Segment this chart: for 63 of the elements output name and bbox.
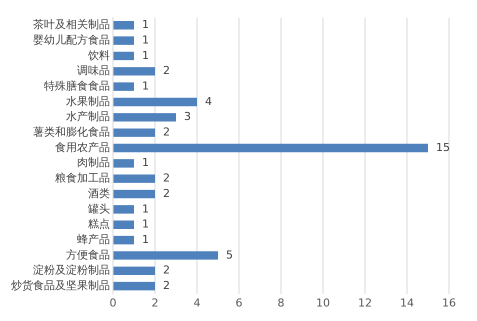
bar xyxy=(114,220,134,229)
y-tick-label: 酒类 xyxy=(88,186,110,200)
data-label: 3 xyxy=(184,110,191,124)
data-label: 1 xyxy=(142,156,149,170)
y-tick-label: 特殊膳食食品 xyxy=(44,80,110,93)
bar xyxy=(114,36,134,45)
x-tick-label: 4 xyxy=(194,296,200,310)
data-label: 4 xyxy=(205,94,212,108)
y-tick-label: 肉制品 xyxy=(77,156,110,170)
bar xyxy=(114,98,197,106)
bar xyxy=(114,190,155,198)
data-label: 15 xyxy=(436,140,450,154)
data-label: 1 xyxy=(142,48,149,62)
x-tick-label: 0 xyxy=(110,296,116,310)
y-tick-label: 方便食品 xyxy=(66,248,110,262)
data-label: 2 xyxy=(163,278,170,292)
data-label: 1 xyxy=(142,80,149,93)
data-label: 1 xyxy=(142,18,149,32)
data-label: 1 xyxy=(142,202,149,216)
data-label: 2 xyxy=(163,186,170,200)
x-tick-label: 12 xyxy=(358,296,372,310)
bar xyxy=(114,236,134,244)
bar xyxy=(114,144,428,152)
data-label: 1 xyxy=(142,33,149,46)
x-tick-label: 14 xyxy=(400,296,414,310)
data-label: 2 xyxy=(163,264,170,277)
bar xyxy=(114,82,134,91)
x-tick-label: 8 xyxy=(278,296,284,310)
data-label: 2 xyxy=(163,126,170,139)
y-tick-label: 薯类和膨化食品 xyxy=(33,126,110,139)
data-label: 2 xyxy=(163,172,170,185)
y-tick-label: 蜂产品 xyxy=(77,232,110,246)
y-tick-label: 粮食加工品 xyxy=(55,172,110,185)
x-tick-label: 16 xyxy=(442,296,456,310)
bar xyxy=(114,113,176,122)
bar xyxy=(114,52,134,60)
y-tick-label: 淀粉及淀粉制品 xyxy=(33,264,110,277)
data-label: 5 xyxy=(226,248,233,262)
y-tick-label: 水果制品 xyxy=(66,94,110,108)
bar xyxy=(114,251,218,260)
bar xyxy=(114,21,134,30)
data-label: 2 xyxy=(163,64,170,78)
data-label: 1 xyxy=(142,232,149,246)
data-label: 1 xyxy=(142,218,149,231)
y-tick-label: 调味品 xyxy=(77,64,110,78)
bar xyxy=(114,266,155,276)
bar xyxy=(114,174,155,183)
bar xyxy=(114,205,134,214)
bar xyxy=(114,128,155,137)
bar xyxy=(114,67,155,76)
y-tick-label: 罐头 xyxy=(88,202,110,216)
y-tick-label: 饮料 xyxy=(87,48,110,62)
bar xyxy=(114,159,134,168)
y-tick-label: 糕点 xyxy=(88,218,110,231)
y-tick-label: 食用农产品 xyxy=(55,140,110,154)
y-tick-label: 茶叶及相关制品 xyxy=(33,18,110,32)
y-tick-label: 炒货食品及坚果制品 xyxy=(11,278,110,292)
x-tick-label: 10 xyxy=(316,296,330,310)
x-tick-label: 6 xyxy=(236,296,242,310)
bar xyxy=(114,282,155,290)
y-tick-label: 水产制品 xyxy=(66,110,110,124)
x-tick-label: 2 xyxy=(152,296,158,310)
y-tick-label: 婴幼儿配方食品 xyxy=(33,33,110,46)
